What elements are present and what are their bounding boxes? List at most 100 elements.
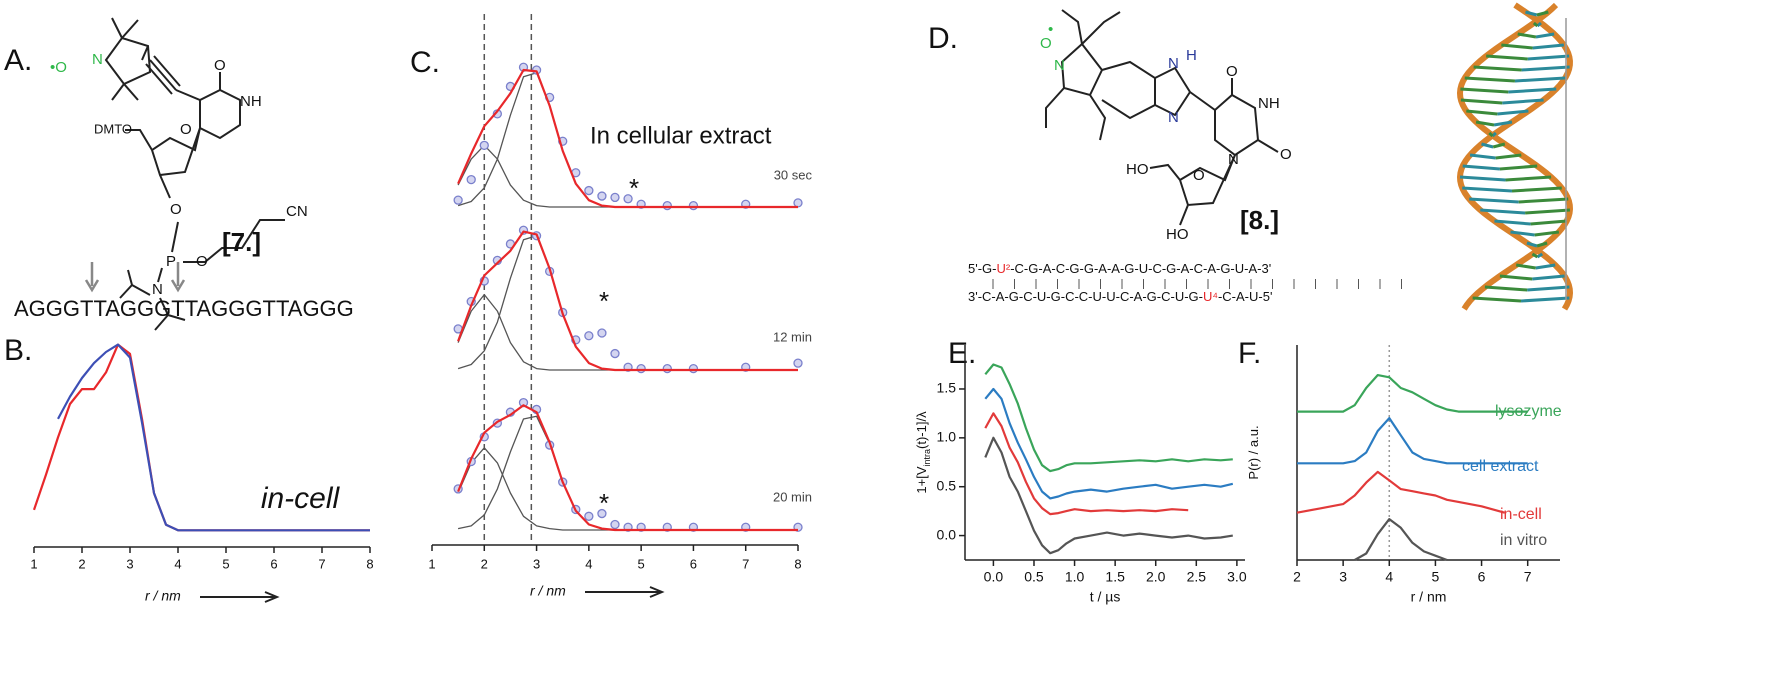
x-tick-label: 1 [428,556,435,571]
strand-part: 5'-G- [968,261,996,276]
x-tick-label: 2.5 [1187,569,1207,585]
helix-rung [1462,164,1501,171]
x-tick-label: 7 [742,556,749,571]
sequence: AGGGTTAGGGTTAGGGTTAGGG [14,296,354,321]
atom: O [214,57,226,74]
helix-rung [1462,186,1513,193]
x-tick-label: 0.5 [1024,569,1044,585]
panel-letter: B. [4,334,32,367]
panel-letter: A. [4,44,32,77]
helix-rung [1499,274,1533,281]
series-line [984,387,1234,500]
helix-rung [1460,98,1503,105]
helix-rung [1497,109,1529,116]
helix-rung [1464,76,1516,83]
helix-rung [1495,153,1522,160]
compound-label: [8.] [1240,205,1279,235]
series-line [1354,518,1448,562]
data-point [793,358,803,368]
y-axis-label-part: 1+[V [914,466,929,493]
y-tick-label: 1.0 [937,429,957,445]
marker: * [629,173,639,203]
x-tick-label: 2 [1293,569,1301,585]
component-line [457,447,798,531]
atom: CN [286,203,308,220]
structure-d: O • N N H N O NH N O HO O HO [8.] [1040,9,1292,243]
x-tick-label: 1 [30,556,37,571]
series-line [984,363,1233,473]
series-line [1297,374,1528,413]
subplot-label: 12 min [773,329,812,344]
strand-part: -C-G-A-C-G-G-A-A-G-U-C-G-A-C-A-G-U-A-3' [1010,261,1271,276]
fit-line [457,230,798,372]
atom: HO [1166,226,1189,243]
atom: N [1168,55,1179,72]
x-tick-label: 6 [690,556,697,571]
atom: O [170,201,182,218]
atom: P [166,253,176,270]
series-label: lysozyme [1495,403,1562,420]
x-tick-label: 5 [638,556,645,571]
atom: N [1168,109,1179,126]
strand-part: U² [996,261,1010,276]
helix-rung [1469,197,1519,204]
fit-line [457,404,798,532]
x-axis-label: r / nm [530,583,566,599]
helix-rung [1492,142,1506,149]
atom: N [152,281,163,298]
structure-a: •O N O NH DMTO O O P O N CN [7.] [50,17,308,331]
y-axis-label-part: (t)-1]/λ [914,411,929,449]
series-line [57,343,370,532]
helix-rung [1460,87,1509,94]
label-arrow [200,591,280,603]
data-point [479,140,489,151]
y-axis-label-part: intra [922,449,932,467]
component-line [457,415,798,531]
atom: N [1228,151,1239,168]
helix-rung [1475,120,1495,127]
x-tick-label: 5 [222,556,229,571]
helix-rung [1494,219,1531,226]
data-point [662,200,672,211]
helix-rung [1525,10,1538,17]
helix-rung [1499,164,1538,171]
helix-rung [1530,219,1567,226]
x-tick-label: 4 [174,556,181,571]
x-tick-label: 3.0 [1227,569,1247,585]
helix-rung [1536,21,1542,28]
x-tick-label: 3 [126,556,133,571]
marker: * [599,488,609,518]
helix-rung [1532,21,1539,28]
helix-rung [1534,230,1560,237]
series-line [1297,417,1528,465]
helix-rung [1459,175,1506,182]
compound-label: [7.] [222,227,261,257]
series-label: in vitro [1500,532,1547,549]
x-tick-label: 3 [1339,569,1347,585]
y-axis-label: 1+[Vintra(t)-1]/λ [914,411,932,494]
x-tick-label: 4 [585,556,592,571]
data-point [584,185,594,196]
helix-rung [1505,175,1552,182]
helix-rung [1515,263,1536,270]
x-tick-label: 2 [78,556,85,571]
y-tick-label: 0.5 [937,477,957,493]
atom: O [1040,35,1052,52]
helix-rung [1491,131,1497,138]
data-point [597,328,607,338]
helix-rung [1526,241,1538,248]
base-pairs [992,279,1402,289]
panel-letter: E. [948,337,976,370]
x-axis-label: r / nm [1411,589,1447,605]
data-point [688,363,699,374]
helix-rung [1469,153,1496,160]
atom: HO [1126,161,1149,178]
helix-rung [1511,186,1562,193]
y-tick-label: 1.5 [937,380,957,396]
helix-rung [1466,109,1498,116]
x-axis-label: t / µs [1090,589,1121,605]
strand-part: U⁴ [1203,289,1218,304]
data-point [688,200,699,211]
atom: DMTO [94,121,132,136]
